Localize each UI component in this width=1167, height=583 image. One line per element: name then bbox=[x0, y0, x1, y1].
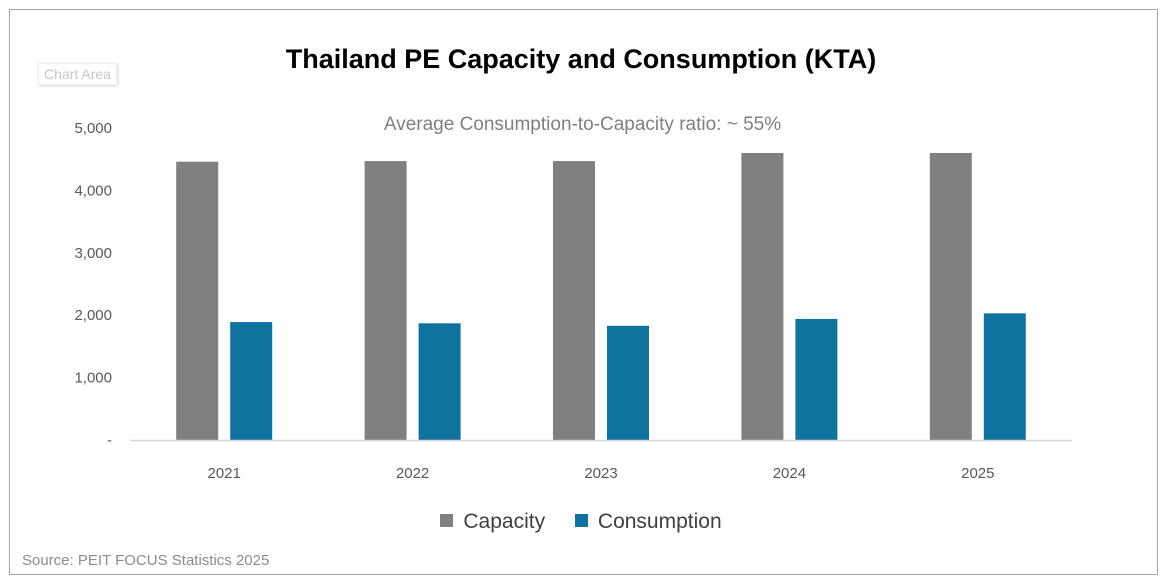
bar-capacity-2024[interactable] bbox=[741, 152, 784, 440]
bar-capacity-2025[interactable] bbox=[929, 152, 972, 440]
bar-consumption-2024[interactable] bbox=[795, 318, 838, 440]
x-tick-label: 2022 bbox=[396, 465, 429, 482]
y-tick-label: 4,000 bbox=[74, 182, 112, 199]
y-tick-label: - bbox=[107, 432, 112, 449]
legend-item-consumption[interactable]: Consumption bbox=[574, 510, 722, 534]
bar-capacity-2021[interactable] bbox=[176, 161, 219, 441]
chart-title: Thailand PE Capacity and Consumption (KT… bbox=[285, 44, 877, 74]
y-tick-label: 2,000 bbox=[74, 307, 112, 324]
y-tick-label: 5,000 bbox=[74, 120, 112, 137]
legend-item-capacity[interactable]: Capacity bbox=[440, 510, 545, 534]
x-tick-label: 2024 bbox=[773, 465, 806, 482]
capacity-swatch-icon bbox=[440, 513, 454, 527]
source-note: Source: PEIT FOCUS Statistics 2025 bbox=[22, 552, 270, 569]
legend[interactable]: Capacity Consumption bbox=[0, 510, 1162, 534]
bar-consumption-2025[interactable] bbox=[983, 313, 1026, 440]
bar-consumption-2021[interactable] bbox=[230, 322, 273, 440]
chart-subtitle: Average Consumption-to-Capacity ratio: ~… bbox=[383, 114, 782, 135]
bar-consumption-2022[interactable] bbox=[418, 323, 461, 440]
legend-label-capacity: Capacity bbox=[463, 510, 546, 533]
y-tick-label: 1,000 bbox=[74, 370, 112, 387]
bar-capacity-2022[interactable] bbox=[364, 161, 407, 440]
bar-capacity-2023[interactable] bbox=[553, 161, 595, 440]
x-tick-label: 2021 bbox=[208, 465, 241, 482]
bar-consumption-2023[interactable] bbox=[607, 325, 649, 440]
x-tick-label: 2025 bbox=[961, 465, 994, 482]
legend-label-consumption: Consumption bbox=[597, 510, 722, 533]
consumption-swatch-icon bbox=[574, 513, 588, 527]
x-tick-label: 2023 bbox=[584, 465, 617, 482]
chart-area-tooltip: Chart Area bbox=[38, 63, 117, 85]
y-tick-label: 3,000 bbox=[74, 245, 112, 262]
